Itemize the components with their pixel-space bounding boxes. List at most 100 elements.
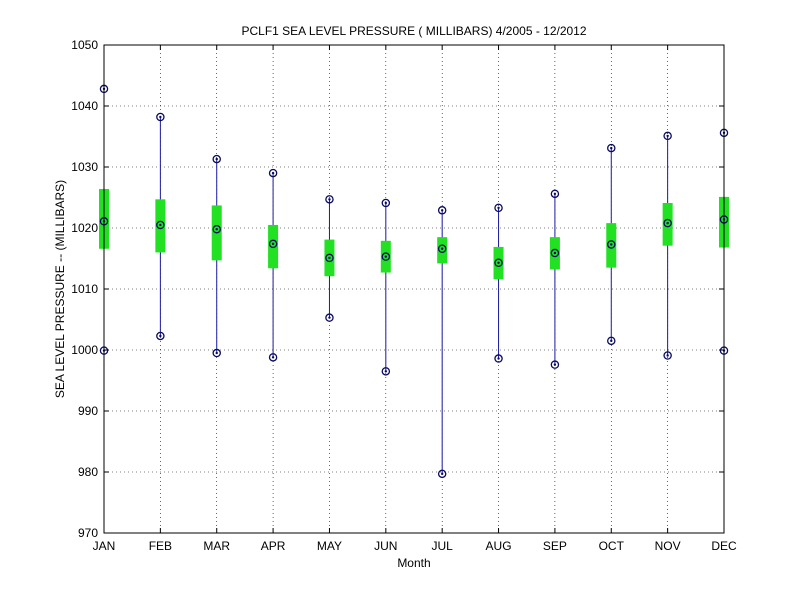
max-marker-ring (663, 131, 672, 141)
min-marker-dot (215, 351, 218, 355)
x-tick-label: SEP (543, 539, 567, 553)
min-marker-dot (666, 354, 669, 357)
x-tick-label: MAR (203, 539, 230, 553)
median-marker-dot (271, 242, 275, 246)
min-marker-dot (553, 363, 557, 366)
box-apr (268, 168, 279, 362)
box-jun (380, 198, 391, 376)
box-sep (549, 189, 560, 369)
median-marker-dot (159, 223, 162, 227)
box-series (99, 84, 729, 479)
plot-frame (103, 44, 725, 534)
x-tick-label: JUN (374, 539, 397, 553)
y-axis-label: SEA LEVEL PRESSURE -- (MILLIBARS) (53, 180, 67, 398)
grid-lines (104, 45, 724, 533)
x-tick-label: FEB (149, 539, 172, 553)
min-marker-dot (328, 316, 331, 319)
min-marker-dot (384, 370, 388, 373)
x-tick-label: NOV (655, 539, 681, 553)
max-marker-ring (607, 143, 616, 153)
iqr-box (268, 224, 279, 269)
y-tick-label: 1050 (71, 38, 98, 52)
min-marker-ring (437, 469, 447, 479)
max-marker-dot (159, 115, 162, 119)
min-marker-ring (663, 351, 672, 360)
box-nov (662, 131, 673, 360)
max-marker-ring (325, 195, 334, 204)
max-marker-ring (494, 203, 503, 213)
max-marker-dot (384, 201, 388, 205)
chart-title: PCLF1 SEA LEVEL PRESSURE ( MILLIBARS) 4/… (241, 24, 586, 38)
x-tick-label: DEC (711, 539, 737, 553)
min-marker-ring (550, 360, 560, 369)
median-marker-ring (212, 224, 221, 234)
x-axis-label: Month (397, 556, 430, 570)
median-marker-dot (610, 243, 613, 246)
min-marker-dot (610, 339, 613, 343)
max-marker-dot (215, 157, 218, 161)
min-marker-ring (607, 336, 616, 346)
median-marker-ring (550, 248, 560, 258)
min-marker-ring (494, 354, 503, 363)
median-marker-ring (437, 244, 447, 253)
x-tick-label: APR (261, 539, 286, 553)
max-marker-dot (553, 192, 557, 196)
iqr-box (437, 237, 448, 264)
min-marker-ring (156, 331, 165, 341)
box-mar (211, 154, 222, 358)
max-marker-dot (271, 171, 275, 175)
y-tick-label: 990 (78, 404, 98, 418)
box-feb (155, 112, 166, 341)
max-marker-ring (550, 189, 560, 199)
box-oct (606, 143, 617, 346)
max-marker-dot (328, 198, 331, 201)
max-marker-ring (212, 154, 221, 164)
median-marker-dot (553, 251, 557, 255)
median-marker-ring (663, 218, 672, 228)
max-marker-dot (440, 209, 444, 212)
y-axis-ticks: 970 980 990 1000 1010 1020 1030 1040 1050 (71, 38, 724, 540)
max-marker-ring (268, 168, 278, 178)
min-marker-dot (497, 357, 500, 360)
max-marker-ring (437, 206, 447, 215)
x-tick-label: MAY (317, 539, 342, 553)
median-marker-dot (497, 261, 500, 264)
x-tick-label: JUL (432, 539, 454, 553)
median-marker-dot (440, 247, 444, 250)
y-tick-label: 1000 (71, 343, 98, 357)
y-tick-label: 1010 (71, 282, 98, 296)
min-marker-ring (381, 367, 391, 376)
median-marker-ring (325, 253, 334, 263)
median-marker-ring (381, 252, 391, 261)
x-axis-ticks: JAN FEB MAR APR MAY JUN JUL AUG SEP OCT NOV DEC (93, 45, 737, 553)
min-marker-dot (271, 356, 275, 359)
median-marker-dot (666, 221, 669, 225)
x-tick-label: JAN (93, 539, 116, 553)
box-aug (493, 203, 504, 363)
min-marker-dot (159, 334, 162, 338)
box-may (324, 195, 335, 322)
min-marker-ring (268, 353, 278, 362)
max-marker-dot (497, 206, 500, 210)
y-tick-label: 980 (78, 465, 98, 479)
max-marker-ring (156, 112, 165, 122)
median-marker-ring (607, 240, 616, 249)
median-marker-dot (215, 228, 218, 231)
median-marker-dot (328, 256, 331, 260)
max-marker-ring (381, 198, 391, 208)
y-tick-label: 1020 (71, 221, 98, 235)
median-marker-ring (156, 220, 165, 230)
y-tick-label: 1030 (71, 160, 98, 174)
y-tick-label: 1040 (71, 99, 98, 113)
x-tick-label: AUG (486, 539, 512, 553)
min-marker-dot (440, 472, 444, 476)
median-marker-ring (268, 239, 278, 249)
y-tick-label: 970 (78, 526, 98, 540)
iqr-box (662, 202, 673, 246)
median-marker-dot (384, 255, 388, 258)
min-marker-ring (325, 313, 334, 322)
min-marker-ring (212, 348, 221, 358)
box-jul (437, 206, 448, 479)
x-tick-label: OCT (599, 539, 625, 553)
